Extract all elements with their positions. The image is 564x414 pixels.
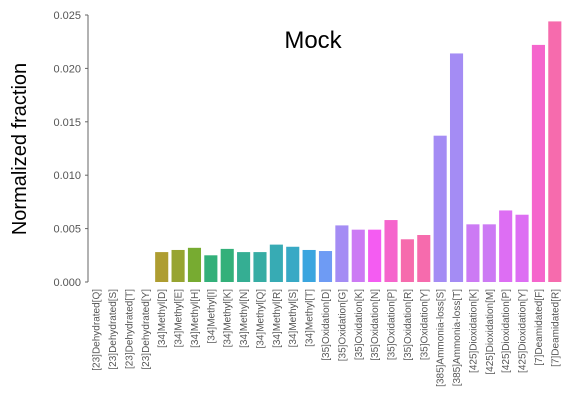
bar	[204, 255, 218, 282]
bar	[499, 210, 513, 282]
bar	[155, 252, 169, 282]
bar	[187, 247, 202, 282]
bar	[384, 220, 398, 282]
y-tick-label: 0.015	[53, 117, 81, 129]
bars	[155, 21, 562, 283]
bar	[318, 251, 333, 282]
bar	[400, 239, 414, 282]
x-tick-label: [23]Dehydrated[S]	[108, 289, 119, 370]
x-tick-label: [425]Dioxidation[K]	[468, 289, 479, 373]
x-tick-label: [34]Methyl[E]	[174, 289, 185, 348]
bar	[335, 225, 349, 282]
bar	[220, 248, 234, 282]
y-tick-label: 0.000	[53, 277, 81, 289]
x-tick-label: [35]Oxidation[K]	[354, 289, 365, 360]
x-tick-label: [35]Oxidation[Y]	[419, 289, 430, 360]
y-axis: 0.000 0.005 0.010 0.015 0.020 0.025	[53, 10, 89, 289]
bar	[417, 235, 431, 282]
x-tick-label: [23]Dehydrated[Y]	[141, 289, 152, 370]
x-tick-label: [34]Methyl[N]	[239, 289, 250, 348]
x-tick-label: [7]Deamidated[F]	[534, 289, 545, 366]
y-tick-label: 0.020	[53, 63, 81, 75]
x-tick-label: [35]Oxidation[D]	[321, 289, 332, 361]
bar	[482, 224, 496, 282]
x-axis: [23]Dehydrated[Q] [23]Dehydrated[S] [23]De…	[92, 289, 562, 387]
bar	[253, 252, 267, 282]
x-tick-label: [23]Dehydrated[Q]	[92, 289, 103, 371]
bar	[466, 224, 480, 282]
bar	[286, 246, 300, 282]
x-tick-label: [425]Dioxidation[Y]	[518, 289, 529, 373]
x-tick-label: [34]Methyl[K]	[223, 289, 234, 348]
x-tick-label: [34]Methyl[H]	[190, 289, 201, 348]
bar	[449, 53, 464, 283]
bar	[351, 229, 365, 282]
y-tick-label: 0.025	[53, 10, 81, 22]
x-tick-label: [35]Oxidation[G]	[337, 289, 348, 361]
bar	[302, 249, 316, 282]
bar	[548, 21, 562, 283]
x-tick-label: [35]Oxidation[P]	[387, 289, 398, 360]
y-tick-label: 0.005	[53, 224, 81, 236]
x-tick-label: [34]Methyl[Q]	[255, 289, 266, 349]
y-axis-label: Normalized fraction	[9, 63, 31, 235]
x-tick-label: [35]Oxidation[N]	[370, 289, 381, 361]
x-tick-label: [34]Methyl[T]	[305, 289, 316, 347]
x-tick-label: [425]Dioxidation[P]	[501, 289, 512, 373]
chart-title: Mock	[284, 27, 342, 54]
x-tick-label: [34]Methyl[R]	[272, 289, 283, 348]
x-tick-label: [34]Methyl[D]	[157, 289, 168, 348]
bar	[269, 244, 283, 282]
bar	[237, 252, 251, 282]
x-tick-label: [23]Dehydrated[T]	[124, 289, 135, 369]
bar	[171, 249, 185, 282]
y-tick-label: 0.010	[53, 170, 81, 182]
x-tick-label: [425]Dioxidation[M]	[485, 289, 496, 375]
bar	[515, 214, 529, 282]
x-tick-label: [35]Oxidation[R]	[403, 289, 414, 361]
x-tick-label: [385]Ammonia-loss[T]	[452, 289, 463, 386]
x-tick-label: [7]Deamidated[R]	[550, 289, 561, 367]
bar	[531, 44, 545, 283]
bar	[368, 229, 382, 282]
x-tick-label: [34]Methyl[S]	[288, 289, 299, 348]
x-tick-label: [385]Ammonia-loss[S]	[436, 289, 447, 387]
bar	[433, 135, 447, 282]
x-tick-label: [34]Methyl[I]	[206, 289, 217, 344]
